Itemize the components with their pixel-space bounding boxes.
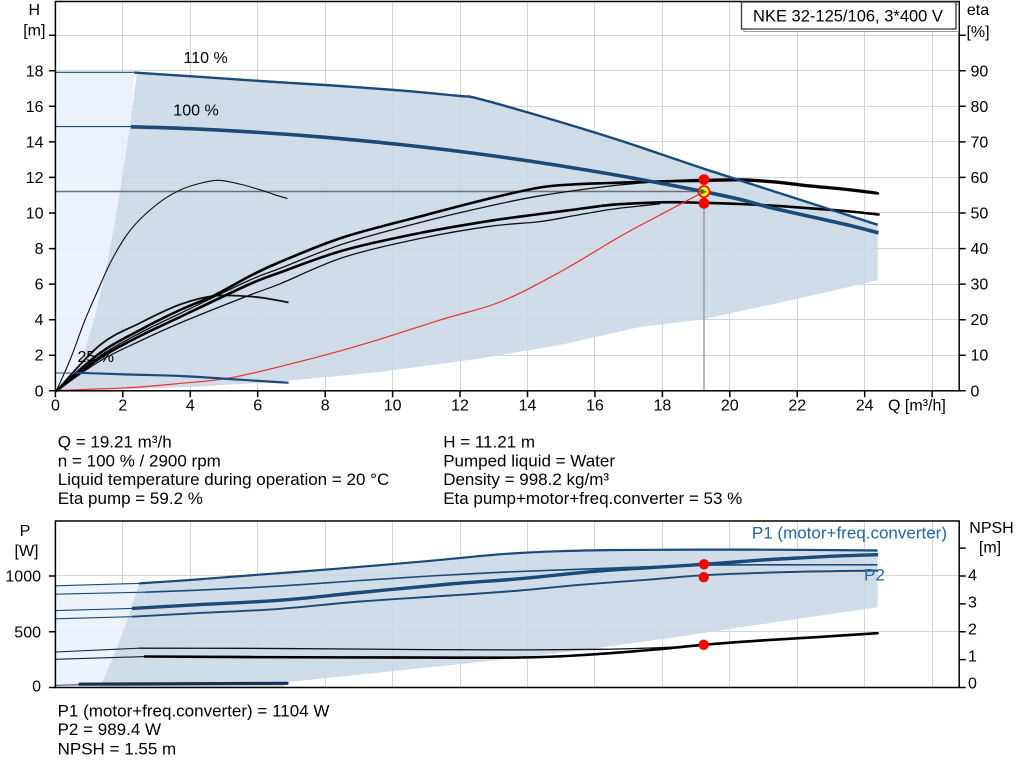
- svg-text:0: 0: [971, 383, 980, 400]
- svg-text:NKE 32-125/106, 3*400 V: NKE 32-125/106, 3*400 V: [753, 8, 943, 26]
- svg-text:P2: P2: [864, 566, 885, 585]
- svg-text:6: 6: [35, 277, 44, 294]
- svg-text:24: 24: [856, 398, 874, 415]
- svg-text:NPSH = 1.55 m: NPSH = 1.55 m: [58, 740, 177, 759]
- svg-text:80: 80: [971, 99, 989, 116]
- svg-text:[W]: [W]: [15, 543, 39, 560]
- svg-text:6: 6: [253, 398, 262, 415]
- svg-text:2: 2: [35, 348, 44, 365]
- svg-text:0: 0: [32, 679, 41, 696]
- svg-text:1: 1: [968, 648, 977, 665]
- svg-text:40: 40: [971, 241, 989, 258]
- svg-text:Liquid temperature during oper: Liquid temperature during operation = 20…: [58, 470, 389, 489]
- svg-text:30: 30: [971, 277, 989, 294]
- svg-text:12: 12: [26, 170, 44, 187]
- svg-text:0: 0: [51, 398, 60, 415]
- svg-text:P2 = 989.4 W: P2 = 989.4 W: [58, 720, 161, 739]
- svg-text:Eta pump = 59.2 %: Eta pump = 59.2 %: [58, 489, 203, 508]
- svg-text:n = 100 % / 2900 rpm: n = 100 % / 2900 rpm: [58, 451, 221, 470]
- svg-text:10: 10: [26, 206, 44, 223]
- svg-text:4: 4: [186, 398, 195, 415]
- svg-text:Q [m³/h]: Q [m³/h]: [888, 398, 946, 415]
- svg-text:16: 16: [586, 398, 604, 415]
- svg-text:8: 8: [321, 398, 330, 415]
- svg-text:110 %: 110 %: [184, 50, 228, 67]
- svg-text:90: 90: [971, 63, 989, 80]
- svg-text:70: 70: [971, 134, 989, 151]
- svg-text:[%]: [%]: [966, 24, 989, 41]
- svg-text:18: 18: [26, 63, 44, 80]
- svg-text:eta: eta: [967, 2, 989, 19]
- svg-text:18: 18: [653, 398, 671, 415]
- svg-text:Eta pump+motor+freq.converter: Eta pump+motor+freq.converter = 53 %: [443, 489, 742, 508]
- svg-text:12: 12: [451, 398, 469, 415]
- svg-text:100 %: 100 %: [173, 103, 218, 120]
- svg-text:500: 500: [14, 624, 41, 641]
- svg-text:20: 20: [721, 398, 739, 415]
- svg-text:P1 (motor+freq.converter): P1 (motor+freq.converter): [752, 524, 947, 543]
- svg-text:1000: 1000: [5, 569, 41, 586]
- svg-text:Pumped liquid = Water: Pumped liquid = Water: [443, 451, 615, 470]
- svg-text:3: 3: [968, 595, 977, 612]
- svg-text:14: 14: [26, 134, 44, 151]
- svg-text:2: 2: [968, 622, 977, 639]
- svg-text:14: 14: [519, 398, 537, 415]
- svg-text:25 %: 25 %: [78, 349, 114, 366]
- svg-text:60: 60: [971, 170, 989, 187]
- svg-text:2: 2: [118, 398, 127, 415]
- svg-text:0: 0: [968, 675, 977, 692]
- svg-text:Density = 998.2 kg/m³: Density = 998.2 kg/m³: [443, 470, 609, 489]
- svg-text:8: 8: [35, 241, 44, 258]
- svg-text:Q = 19.21 m³/h: Q = 19.21 m³/h: [58, 433, 172, 452]
- svg-text:50: 50: [971, 206, 989, 223]
- svg-text:P1 (motor+freq.converter) = 11: P1 (motor+freq.converter) = 1104 W: [58, 702, 330, 721]
- svg-text:0: 0: [35, 383, 44, 400]
- svg-text:4: 4: [968, 568, 977, 585]
- svg-text:22: 22: [788, 398, 806, 415]
- svg-text:[m]: [m]: [979, 540, 1001, 557]
- svg-text:P: P: [20, 523, 31, 540]
- svg-text:20: 20: [971, 312, 989, 329]
- svg-text:10: 10: [384, 398, 402, 415]
- svg-text:[m]: [m]: [23, 23, 45, 40]
- svg-text:H: H: [29, 2, 41, 19]
- svg-text:16: 16: [26, 99, 44, 116]
- svg-text:NPSH: NPSH: [969, 520, 1013, 537]
- svg-text:4: 4: [35, 312, 44, 329]
- svg-text:10: 10: [971, 348, 989, 365]
- svg-text:H = 11.21 m: H = 11.21 m: [443, 433, 535, 452]
